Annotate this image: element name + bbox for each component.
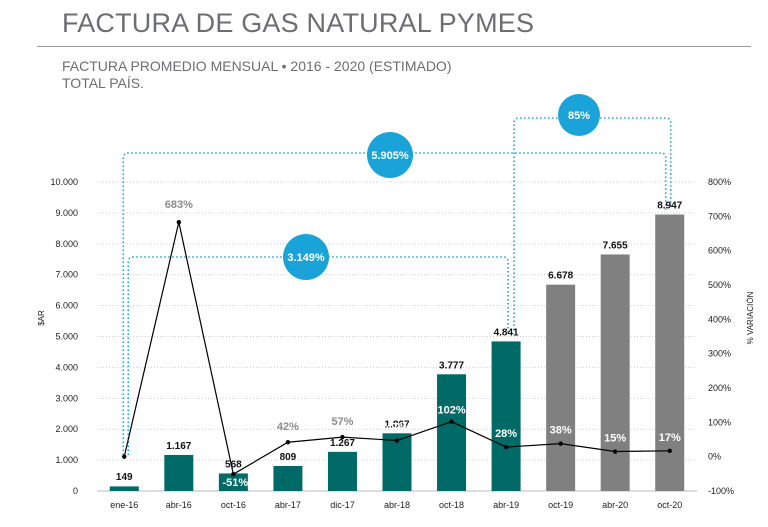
bar: [273, 466, 303, 491]
y-right-tick-label: 800%: [708, 177, 731, 187]
y-right-tick-label: 500%: [708, 280, 731, 290]
y-tick-label: 3.000: [55, 393, 78, 403]
y-right-tick-label: 400%: [708, 314, 731, 324]
variation-point: [667, 448, 672, 454]
bar-value-label: 1.167: [166, 441, 191, 452]
x-tick-label: oct-20: [657, 500, 682, 510]
bar-value-label: 809: [280, 452, 297, 463]
bar-value-label: 4.841: [494, 327, 519, 338]
bar: [491, 341, 521, 491]
bar-value-label: 149: [116, 472, 133, 483]
subtitle-line-1: FACTURA PROMEDIO MENSUAL • 2016 - 2020 (…: [62, 58, 452, 74]
pct-label: 15%: [604, 433, 626, 445]
variation-point: [122, 454, 127, 459]
bar-value-label: 1.267: [330, 438, 355, 449]
bar-value-label: 1.867: [384, 419, 409, 430]
annotation-label: 85%: [568, 110, 590, 122]
chart-title: FACTURA DE GAS NATURAL PYMES: [62, 8, 535, 38]
annotation-bubble: [367, 132, 413, 178]
variation-point: [558, 441, 563, 446]
chart-subtitle: FACTURA PROMEDIO MENSUAL • 2016 - 2020 (…: [62, 58, 451, 92]
y-right-tick-label: 0%: [708, 452, 721, 462]
y-tick-label: 4.000: [55, 362, 78, 372]
y-tick-label: 8.000: [55, 239, 78, 249]
y-right-tick-label: 600%: [708, 246, 731, 256]
bar-value-label: 568: [225, 459, 242, 470]
bar: [437, 374, 467, 491]
y-right-axis-title: % VARIACIÓN: [746, 291, 755, 344]
variation-point: [612, 449, 618, 454]
pct-label: 47%: [386, 422, 408, 434]
annotation-bubble: [558, 94, 600, 136]
x-tick-label: oct-18: [439, 500, 464, 510]
pct-label: 683%: [165, 199, 193, 211]
variation-point: [394, 438, 400, 443]
x-tick-label: ene-16: [110, 500, 138, 510]
pct-label: 28%: [495, 428, 517, 440]
y-axis-title: $AR: [37, 310, 46, 326]
bar-value-label: 8.947: [657, 201, 682, 212]
title-divider: [37, 46, 751, 47]
y-tick-label: 1.000: [55, 455, 78, 465]
x-tick-label: abr-17: [275, 500, 301, 510]
y-tick-label: 10.000: [50, 177, 78, 187]
bar-value-label: 7.655: [603, 240, 628, 251]
y-tick-label: 2.000: [55, 424, 78, 434]
y-right-tick-label: 700%: [708, 211, 731, 221]
y-tick-label: 6.000: [55, 301, 78, 311]
y-tick-label: 7.000: [55, 270, 78, 280]
bar: [327, 451, 357, 491]
pct-label: 38%: [550, 425, 572, 437]
x-tick-label: dic-17: [330, 500, 355, 510]
y-right-tick-label: 300%: [708, 349, 731, 359]
bar-value-label: 3.777: [439, 360, 464, 371]
pct-label: -51%: [223, 477, 249, 489]
bar-value-label: 6.678: [548, 271, 573, 282]
x-tick-label: abr-18: [384, 500, 410, 510]
x-tick-label: oct-16: [221, 500, 246, 510]
subtitle-line-2: TOTAL PAÍS.: [62, 75, 144, 91]
pct-label: 17%: [659, 432, 681, 444]
x-tick-label: abr-20: [602, 500, 628, 510]
variation-point: [449, 419, 454, 424]
annotation-bubble: [283, 234, 329, 280]
variation-point: [340, 434, 345, 440]
variation-point: [231, 471, 236, 477]
pct-label: 102%: [437, 405, 465, 417]
bracket-to-2019: [127, 256, 509, 455]
annotation-label: 3.149%: [287, 252, 325, 264]
y-tick-label: 0: [73, 486, 78, 496]
bar: [164, 454, 194, 491]
x-tick-label: abr-16: [166, 500, 192, 510]
x-tick-label: abr-19: [493, 500, 519, 510]
variation-point: [503, 444, 509, 450]
x-tick-label: oct-19: [548, 500, 573, 510]
y-tick-label: 9.000: [55, 208, 78, 218]
bar: [655, 214, 685, 491]
bar: [600, 254, 630, 491]
bracket-2019-2020: [513, 117, 672, 330]
y-right-tick-label: 100%: [708, 417, 731, 427]
bar: [109, 486, 139, 491]
y-tick-label: 5.000: [55, 332, 78, 342]
pct-label: 42%: [277, 421, 299, 433]
variation-point: [285, 440, 291, 445]
bar: [546, 284, 576, 491]
annotation-label: 5.905%: [371, 150, 409, 162]
variation-point: [176, 219, 182, 225]
bar: [382, 433, 412, 491]
bracket-total: [122, 152, 667, 455]
pct-label: 57%: [331, 416, 353, 428]
bar: [218, 473, 248, 491]
y-right-tick-label: -100%: [708, 486, 734, 496]
y-right-tick-label: 200%: [708, 383, 731, 393]
